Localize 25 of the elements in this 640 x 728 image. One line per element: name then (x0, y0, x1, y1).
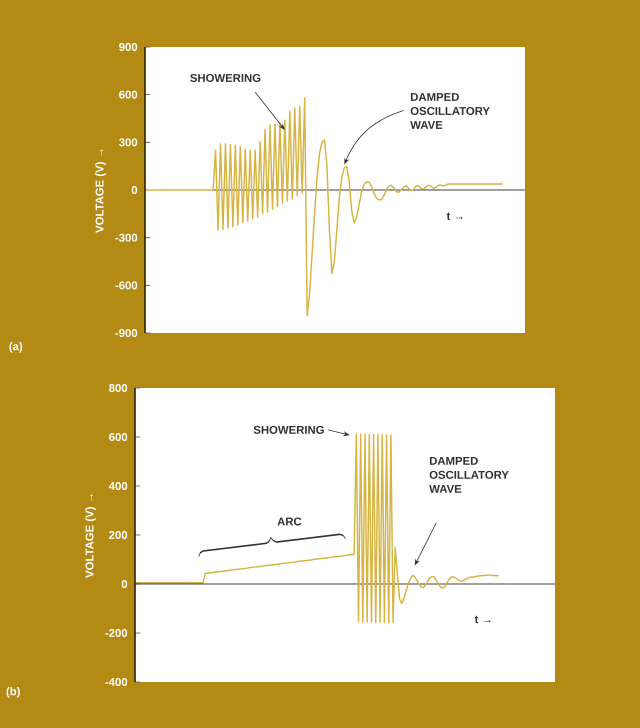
y-tick-label: -400 (105, 678, 128, 686)
y-tick-label: -200 (105, 628, 128, 637)
annotation: SHOWERING (190, 74, 260, 82)
y-tick-label: 900 (119, 42, 138, 51)
y-tick-label: 200 (109, 530, 128, 540)
annotation: SHOWERING (254, 426, 324, 434)
y-tick-label: 0 (132, 186, 138, 194)
y-tick-label: 600 (109, 432, 128, 442)
y-tick-label: 400 (108, 482, 128, 490)
y-tick-label: -300 (115, 234, 138, 242)
y-tick-label: 0 (122, 580, 128, 588)
annotation: DAMPED OSCILLATORY WAVE (410, 93, 490, 129)
annotation: t → (474, 616, 491, 624)
annotation: ARC (277, 518, 302, 526)
y-axis-title: VOLTAGE (V) → (95, 149, 106, 233)
annotation: t → (446, 212, 462, 220)
y-tick-label: 800 (109, 384, 128, 392)
y-tick-label: 600 (119, 90, 138, 99)
annotation: DAMPED OSCILLATORY WAVE (429, 456, 509, 493)
text: (b) (6, 687, 20, 698)
text: (a) (9, 342, 22, 353)
y-tick-label: 300 (118, 138, 138, 146)
y-axis-title: VOLTAGE (V) → (85, 494, 96, 578)
y-tick-label: -900 (115, 328, 138, 338)
y-tick-label: -600 (115, 281, 138, 290)
